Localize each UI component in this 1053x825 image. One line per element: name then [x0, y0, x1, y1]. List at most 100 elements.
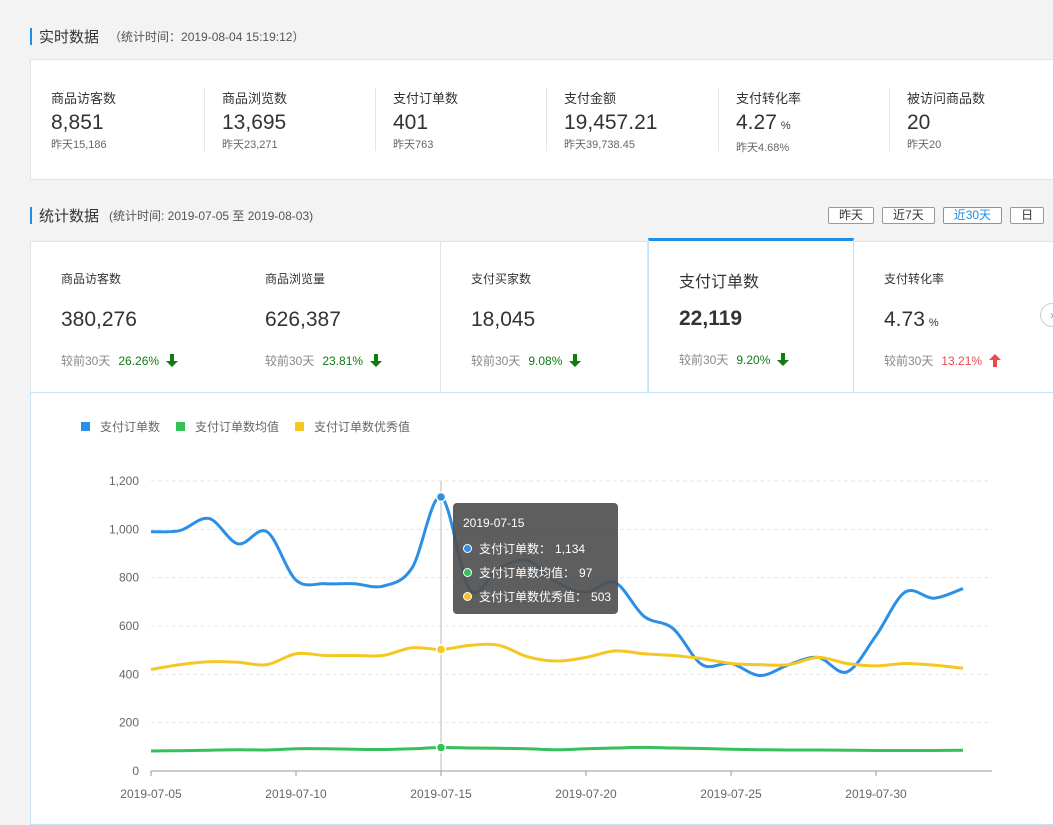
realtime-timestamp: （统计时间：2019-08-04 15:19:12） — [109, 29, 305, 44]
card-value: 4.73% — [884, 308, 939, 331]
tooltip-marker — [463, 592, 472, 601]
divider — [375, 88, 376, 151]
metric-value: 8,851 — [51, 111, 104, 134]
arrow-down-icon — [569, 354, 582, 367]
tooltip-marker — [463, 568, 472, 577]
legend-swatch — [295, 422, 305, 431]
realtime-panel: 商品访客数 8,851 昨天15,186 商品浏览数 13,695 昨天23,271 支付订… — [30, 59, 1053, 180]
stat-card[interactable]: 支付订单数 22,119 较前30天 9.20% — [648, 238, 854, 394]
card-compare: 较前30天 9.08% — [471, 352, 582, 369]
legend-label: 支付订单数优秀值 — [314, 420, 411, 434]
card-label: 商品浏览量 — [265, 272, 326, 286]
tooltip-date: 2019-07-15 — [463, 516, 525, 530]
compare-label: 较前30天 — [679, 353, 729, 367]
arrow-down-icon — [777, 353, 790, 366]
metric-yesterday: 昨天4.68% — [736, 142, 790, 154]
range-button[interactable]: 日 — [1010, 207, 1045, 224]
tooltip-label: 支付订单数优秀值： — [479, 590, 588, 604]
card-label: 支付订单数 — [679, 274, 760, 291]
realtime-metric: 支付转化率 4.27% 昨天4.68% — [736, 88, 886, 155]
stats-timestamp: (统计时间: 2019-07-05 至 2019-08-03) — [109, 208, 314, 223]
legend-item[interactable]: 支付订单数均值 — [176, 418, 279, 435]
compare-percent: 9.08% — [528, 353, 563, 368]
tooltip-value: 97 — [579, 565, 593, 580]
metric-label: 支付金额 — [564, 91, 617, 106]
card-compare: 较前30天 23.81% — [265, 352, 383, 369]
arrow-up-icon — [989, 354, 1002, 367]
realtime-metric: 支付订单数 401 昨天763 — [393, 88, 543, 152]
card-compare: 较前30天 26.26% — [61, 352, 179, 369]
card-label: 支付转化率 — [884, 272, 945, 286]
compare-percent: 26.26% — [118, 353, 160, 368]
stat-card[interactable]: 支付买家数 18,045 较前30天 9.08% — [441, 241, 648, 393]
metric-value: 13,695 — [222, 111, 287, 134]
realtime-metric: 商品浏览数 13,695 昨天23,271 — [222, 88, 372, 152]
legend-swatch — [81, 422, 90, 431]
chart-legend: 支付订单数 支付订单数均值 支付订单数优秀值 — [81, 418, 410, 435]
range-button[interactable]: 近7天 — [882, 207, 935, 224]
card-value: 18,045 — [471, 308, 536, 331]
compare-percent: 9.20% — [736, 352, 771, 367]
card-value: 380,276 — [61, 308, 137, 331]
realtime-metric: 支付金额 19,457.21 昨天39,738.45 — [564, 88, 714, 152]
stat-card[interactable]: 商品访客数 380,276 较前30天 26.26% — [30, 241, 236, 393]
divider — [546, 88, 547, 151]
section-accent-bar — [30, 206, 32, 224]
realtime-title: 实时数据 — [39, 28, 100, 46]
range-button[interactable]: 昨天 — [828, 207, 875, 224]
card-value: 22,119 — [679, 307, 743, 330]
legend-item[interactable]: 支付订单数 — [81, 418, 160, 435]
tooltip-marker — [463, 544, 472, 553]
legend-label: 支付订单数 — [100, 420, 161, 434]
legend-label: 支付订单数均值 — [195, 420, 280, 434]
metric-label: 商品浏览数 — [222, 91, 288, 106]
compare-label: 较前30天 — [61, 354, 111, 368]
arrow-down-icon — [166, 354, 179, 367]
section-accent-bar — [30, 27, 32, 45]
tooltip-row: 支付订单数均值： 97 — [463, 564, 592, 581]
tooltip-row: 支付订单数： 1,134 — [463, 540, 585, 557]
date-range-buttons: 昨天 近7天 近30天日 — [828, 207, 1045, 224]
compare-percent: 13.21% — [941, 353, 983, 368]
stat-card[interactable]: 支付转化率 4.73% 较前30天 13.21% — [854, 241, 1053, 393]
metric-value: 19,457.21 — [564, 111, 658, 134]
compare-percent: 23.81% — [322, 353, 364, 368]
metric-yesterday: 昨天23,271 — [222, 139, 278, 151]
tooltip-label: 支付订单数： — [479, 542, 552, 556]
metric-yesterday: 昨天15,186 — [51, 139, 107, 151]
metric-yesterday: 昨天763 — [393, 139, 434, 151]
card-label: 商品访客数 — [61, 272, 122, 286]
stat-card[interactable]: 商品浏览量 626,387 较前30天 23.81% — [235, 241, 441, 393]
metric-unit: % — [780, 120, 791, 132]
stat-cards: 商品访客数 380,276 较前30天 26.26% 商品浏览量 626,387 较前30天… — [30, 238, 1053, 394]
card-compare: 较前30天 13.21% — [884, 352, 1002, 369]
metric-yesterday: 昨天39,738.45 — [564, 139, 635, 151]
legend-swatch — [176, 422, 186, 431]
compare-label: 较前30天 — [884, 354, 934, 368]
card-compare: 较前30天 9.20% — [679, 351, 790, 368]
metric-label: 支付转化率 — [736, 91, 802, 106]
metric-label: 被访问商品数 — [907, 91, 986, 106]
metric-yesterday: 昨天20 — [907, 139, 942, 151]
range-button[interactable]: 近30天 — [942, 207, 1003, 224]
metric-value: 4.27% — [736, 111, 791, 134]
divider — [718, 88, 719, 151]
metric-value: 20 — [907, 111, 931, 134]
compare-label: 较前30天 — [265, 354, 315, 368]
tooltip-label: 支付订单数均值： — [479, 566, 576, 580]
tooltip-row: 支付订单数优秀值： 503 — [463, 588, 611, 605]
realtime-metric: 被访问商品数 20 昨天20 — [907, 88, 1053, 152]
card-value: 626,387 — [265, 308, 341, 331]
stats-title: 统计数据 — [39, 207, 100, 225]
chart-tooltip: 2019-07-15 支付订单数： 1,134 支付订单数均值： 97 支付订单数优秀值… — [453, 503, 618, 614]
metric-label: 商品访客数 — [51, 91, 117, 106]
divider — [889, 88, 890, 151]
metric-value: 401 — [393, 111, 429, 134]
tooltip-value: 503 — [591, 589, 612, 604]
stats-header: 统计数据 (统计时间: 2019-07-05 至 2019-08-03) — [30, 205, 313, 225]
compare-label: 较前30天 — [471, 354, 521, 368]
tooltip-value: 1,134 — [555, 541, 586, 556]
realtime-header: 实时数据 （统计时间：2019-08-04 15:19:12） — [30, 26, 304, 46]
legend-item[interactable]: 支付订单数优秀值 — [295, 418, 410, 435]
metric-label: 支付订单数 — [393, 91, 459, 106]
